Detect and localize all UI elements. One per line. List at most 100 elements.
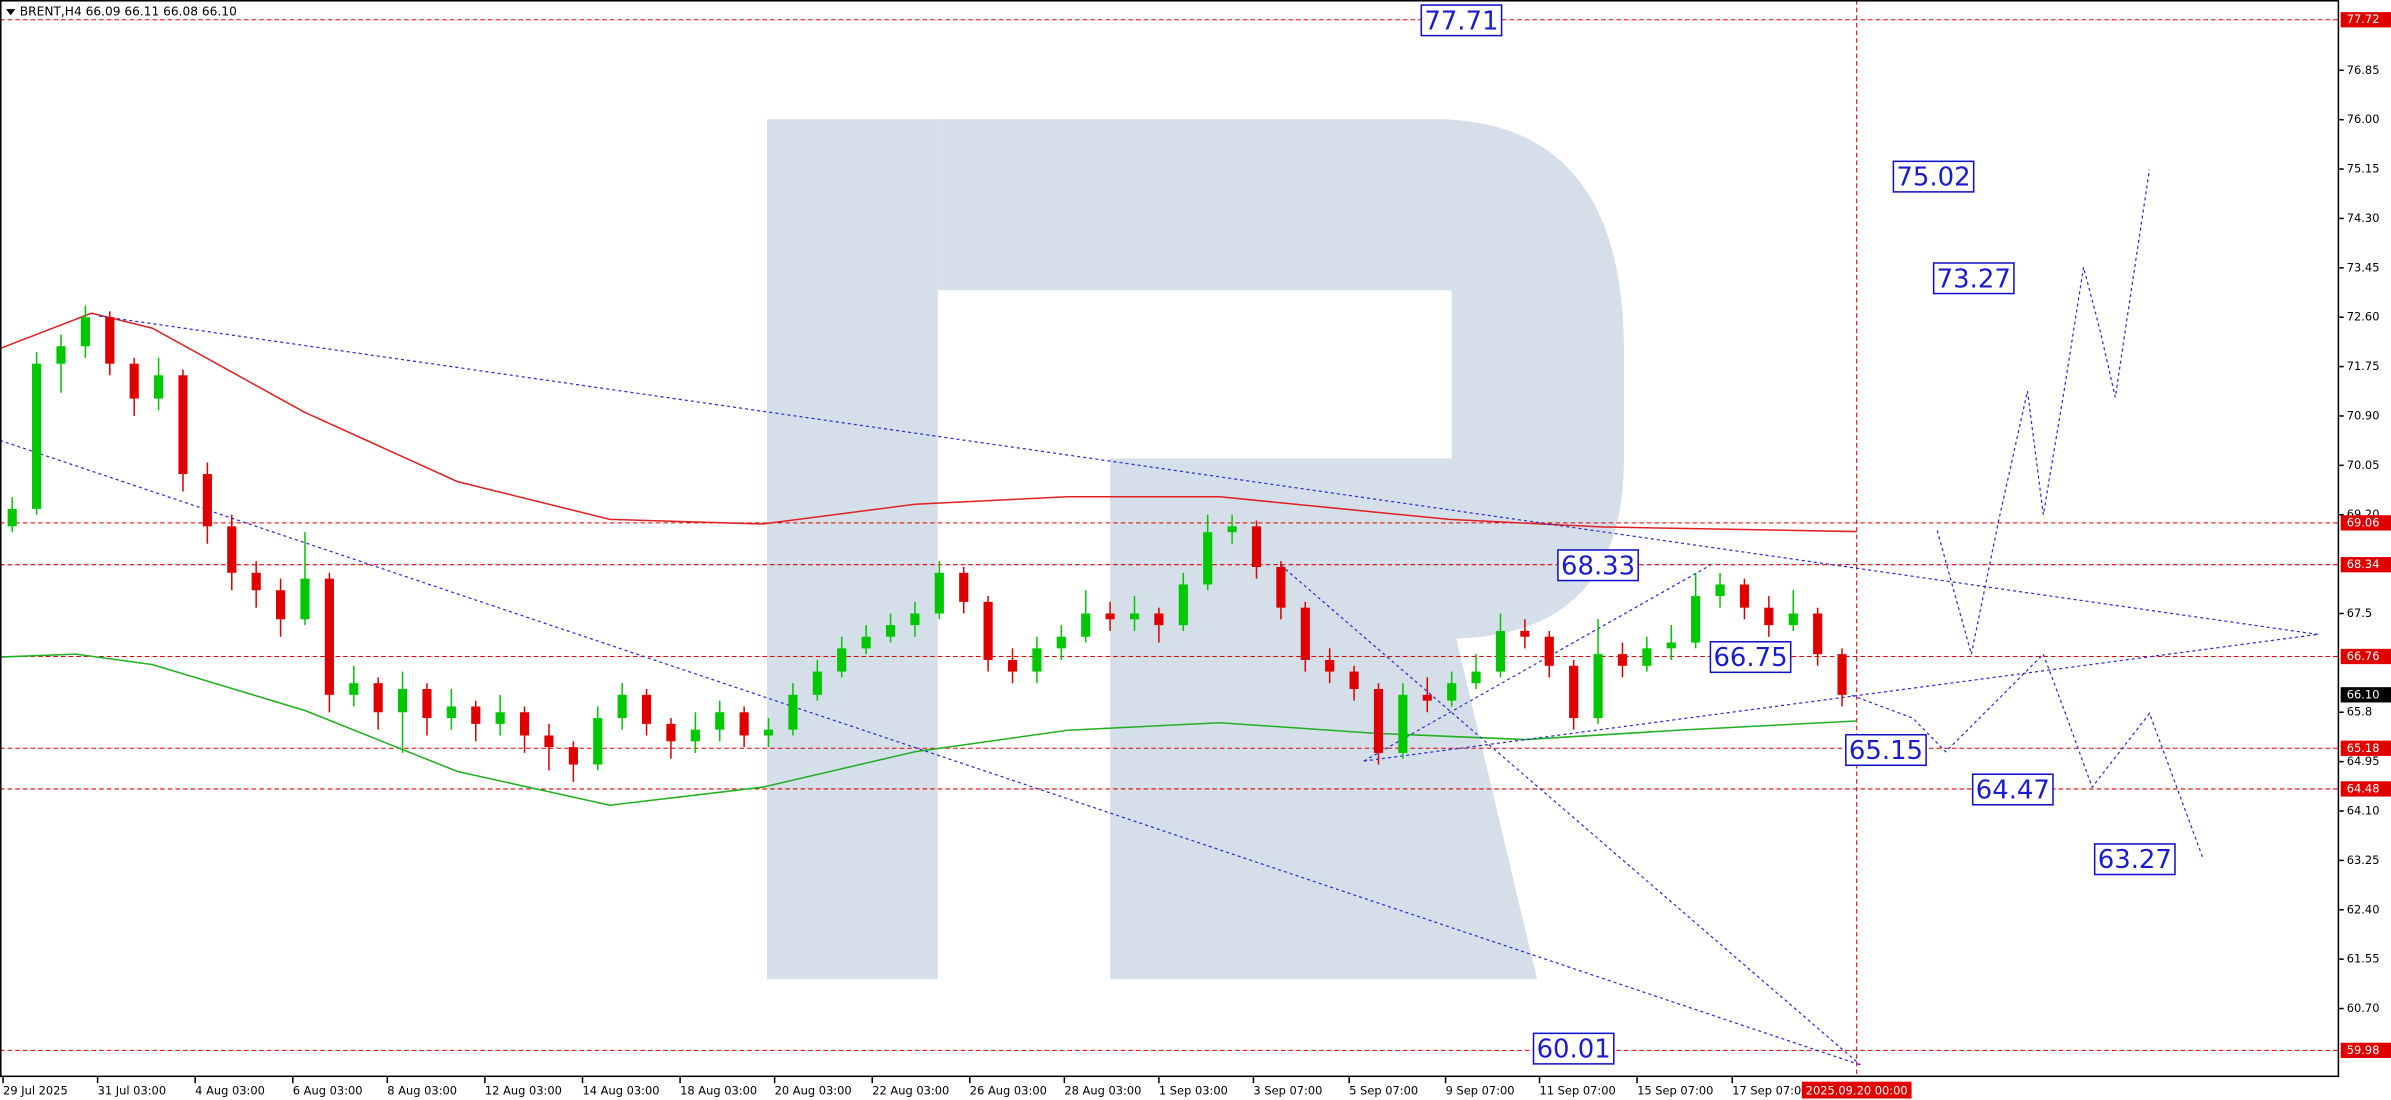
candle-body xyxy=(1422,694,1432,701)
candle-body xyxy=(739,712,749,736)
y-tick-label: 74.30 xyxy=(2347,211,2380,225)
candle-body xyxy=(1349,671,1359,690)
candle-body xyxy=(837,648,847,672)
candle-body xyxy=(324,578,334,695)
candle-body xyxy=(812,671,822,695)
x-tick-label: 22 Aug 03:00 xyxy=(872,1083,949,1097)
candle-body xyxy=(617,694,627,719)
target-label: 68.33 xyxy=(1561,551,1635,581)
candle-body xyxy=(1447,683,1457,701)
x-tick-label: 15 Sep 07:00 xyxy=(1637,1083,1713,1097)
x-tick-label: 31 Jul 03:00 xyxy=(98,1083,167,1097)
candle-body xyxy=(1129,613,1140,620)
y-tick-label: 76.85 xyxy=(2347,63,2380,77)
target-label: 73.27 xyxy=(1937,264,2011,294)
plot: 77.71 75.02 73.27 68.33 66.75 65.15 64.47 63.27… xyxy=(0,0,2340,1078)
y-tick-label: 71.75 xyxy=(2347,359,2380,373)
candle-body xyxy=(593,718,603,765)
y-tick-label: 72.60 xyxy=(2347,310,2380,324)
x-tick-label: 8 Aug 03:00 xyxy=(387,1083,457,1097)
candle-body xyxy=(471,706,481,724)
level-box xyxy=(2340,781,2391,797)
candle-body xyxy=(397,689,408,713)
candle-body xyxy=(1325,659,1335,672)
candle-body xyxy=(715,712,725,730)
candle-body xyxy=(251,572,261,591)
candle-body xyxy=(1691,596,1701,643)
candle-body xyxy=(178,375,188,475)
y-tick-label: 70.90 xyxy=(2347,408,2380,422)
chart-title: BRENT,H4 66.09 66.11 66.08 66.10 xyxy=(20,5,237,19)
trend-line xyxy=(0,439,1861,1066)
candle-body xyxy=(1569,665,1579,719)
y-tick-label: 60.70 xyxy=(2347,1001,2380,1015)
candle-body xyxy=(1398,694,1408,753)
candle-body xyxy=(641,694,652,724)
level-label: 65.18 xyxy=(2347,741,2380,755)
level-label: 68.34 xyxy=(2347,557,2380,571)
menu-triangle xyxy=(6,9,16,16)
y-tick-label: 63.25 xyxy=(2347,853,2380,867)
candle-body xyxy=(129,363,139,399)
x-tick-label: 26 Aug 03:00 xyxy=(970,1083,1047,1097)
candle-body xyxy=(1373,689,1384,753)
candle-body xyxy=(105,317,115,364)
candle-body xyxy=(959,572,969,602)
x-tick-label: 9 Sep 07:00 xyxy=(1446,1083,1515,1097)
x-tick-label: 28 Aug 03:00 xyxy=(1064,1083,1141,1097)
x-tick-label: 12 Aug 03:00 xyxy=(485,1083,562,1097)
candle-body xyxy=(1203,532,1213,585)
trend-line xyxy=(1363,564,1711,762)
candle-body xyxy=(7,508,17,527)
target-label: 66.75 xyxy=(1713,643,1787,673)
level-label: 64.48 xyxy=(2347,781,2380,795)
level-label: 66.76 xyxy=(2347,649,2380,663)
target-label: 63.27 xyxy=(2098,845,2172,875)
candle-body xyxy=(1666,642,1676,649)
candle-body xyxy=(32,363,42,509)
trend-line xyxy=(1280,564,1861,1066)
y-tick-label: 61.55 xyxy=(2347,952,2380,966)
last-price-box xyxy=(2340,687,2391,703)
target-label: 65.15 xyxy=(1849,736,1923,766)
candle-body xyxy=(1227,526,1237,533)
y-tick-label: 62.40 xyxy=(2347,902,2380,916)
candle-body xyxy=(1788,613,1798,626)
level-box xyxy=(2340,557,2391,573)
level-label: 59.98 xyxy=(2347,1043,2380,1057)
watermark xyxy=(767,119,1624,980)
candle-body xyxy=(519,712,530,736)
candle-body xyxy=(1081,613,1091,637)
x-tick-label: 14 Aug 03:00 xyxy=(583,1083,660,1097)
candle-body xyxy=(666,723,676,742)
target-label: 77.71 xyxy=(1424,6,1498,36)
candle-body xyxy=(56,346,66,364)
level-box xyxy=(2340,740,2391,756)
target-label: 64.47 xyxy=(1976,776,2050,806)
candle-body xyxy=(885,625,896,637)
time-marker-label: 2025.09.20 00:00 xyxy=(1806,1083,1908,1097)
candle-body xyxy=(763,729,774,736)
y-tick-label: 65.8 xyxy=(2347,705,2372,719)
candle-body xyxy=(1837,654,1847,695)
y-tick-label: 67.5 xyxy=(2347,606,2372,620)
x-tick-label: 5 Sep 07:00 xyxy=(1349,1083,1418,1097)
target-label: 75.02 xyxy=(1896,163,1970,193)
watermark-stem xyxy=(767,119,938,980)
x-tick-label: 4 Aug 03:00 xyxy=(195,1083,265,1097)
candle-body xyxy=(276,590,286,620)
x-tick-label: 1 Sep 03:00 xyxy=(1159,1083,1228,1097)
candle-body xyxy=(1251,526,1262,568)
candle-body xyxy=(1300,607,1310,660)
target-box xyxy=(1709,641,1792,674)
target-box xyxy=(2093,843,2176,876)
trend-line xyxy=(98,315,2318,636)
y-tick-label: 73.45 xyxy=(2347,260,2380,274)
candle-body xyxy=(1007,659,1018,672)
candle-body xyxy=(1105,613,1115,620)
target-box xyxy=(1557,549,1639,582)
level-box xyxy=(2340,648,2391,665)
candle-body xyxy=(154,375,164,399)
candle-body xyxy=(1617,654,1628,666)
candle-body xyxy=(1178,584,1188,626)
